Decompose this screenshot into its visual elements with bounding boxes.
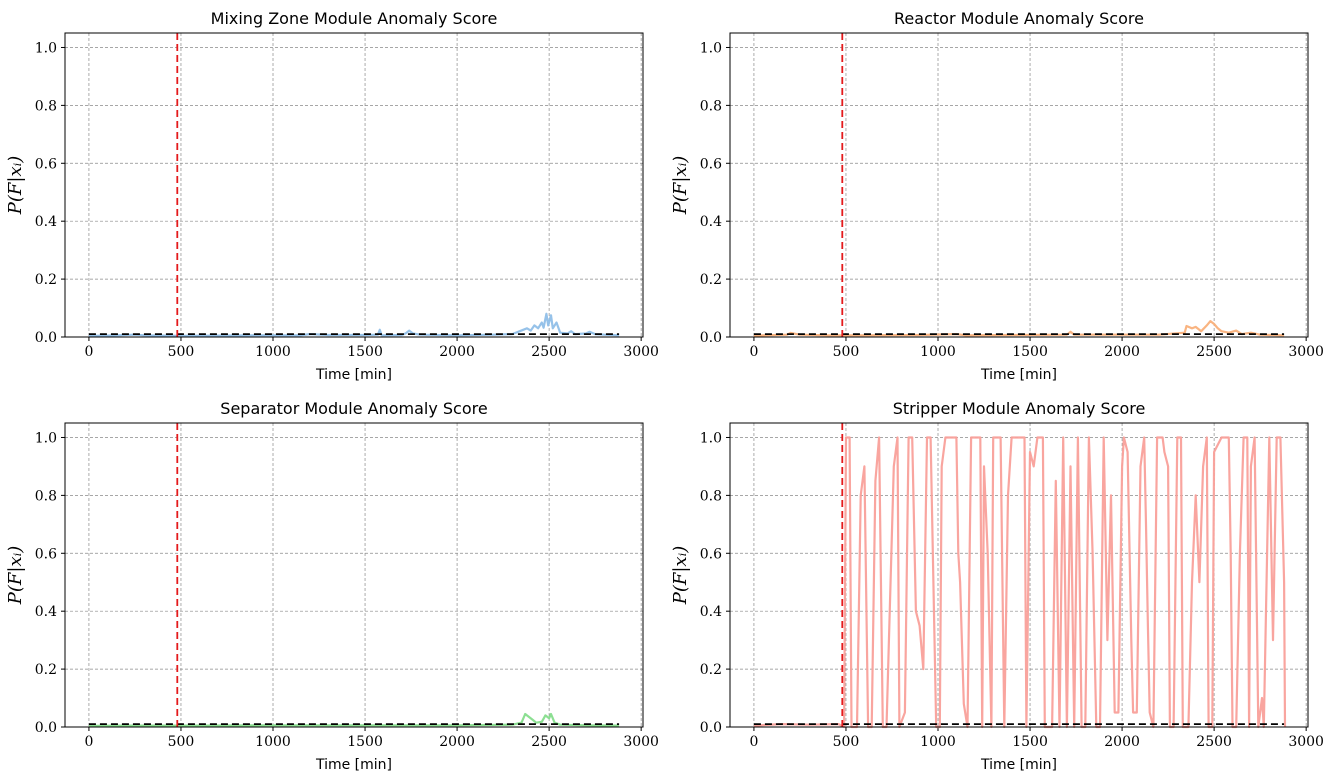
x-tick-label: 2500	[531, 734, 567, 750]
chart-title: Mixing Zone Module Anomaly Score	[211, 9, 498, 28]
y-tick-label: 1.0	[35, 430, 57, 446]
chart-title: Separator Module Anomaly Score	[220, 399, 487, 418]
x-tick-label: 2000	[1104, 734, 1140, 750]
y-axis-label: P(F|xᵢ)	[670, 546, 691, 605]
series-line	[88, 312, 620, 337]
x-tick-label: 1500	[347, 734, 383, 750]
y-tick-label: 0.6	[700, 156, 722, 172]
y-tick-label: 0.6	[700, 546, 722, 562]
axes-frame	[64, 422, 644, 728]
x-tick-label: 2500	[1196, 344, 1232, 360]
y-tick-label: 0.2	[700, 662, 722, 678]
x-tick-label: 3000	[1288, 344, 1324, 360]
chart-panel: 0 500 1000 1500 2000 2500 3000 0.0 0.2 0.4 0.6 0.8 1…	[670, 9, 1324, 383]
axes-frame	[64, 32, 644, 338]
y-tick-label: 0.4	[700, 604, 722, 620]
x-tick-label: 3000	[623, 734, 659, 750]
x-tick-label: 0	[84, 344, 93, 360]
y-tick-label: 0.2	[35, 662, 57, 678]
y-tick-label: 1.0	[700, 40, 722, 56]
x-tick-label: 0	[749, 344, 758, 360]
chart-title: Reactor Module Anomaly Score	[894, 9, 1144, 28]
x-tick-label: 3000	[623, 344, 659, 360]
y-tick-label: 0.0	[700, 720, 722, 736]
y-tick-label: 0.4	[35, 604, 57, 620]
x-tick-label: 2000	[439, 734, 475, 750]
x-axis-label: Time [min]	[315, 757, 392, 773]
x-tick-label: 1500	[1012, 734, 1048, 750]
y-tick-label: 0.8	[35, 98, 57, 114]
x-tick-label: 2000	[439, 344, 475, 360]
y-axis-label: P(F|xᵢ)	[670, 156, 691, 215]
y-axis-label: P(F|xᵢ)	[5, 546, 26, 605]
y-tick-label: 0.4	[700, 214, 722, 230]
x-tick-label: 500	[833, 734, 860, 750]
axes-frame	[729, 422, 1309, 728]
x-tick-label: 1500	[347, 344, 383, 360]
y-tick-label: 0.6	[35, 156, 57, 172]
x-tick-label: 2000	[1104, 344, 1140, 360]
x-axis-label: Time [min]	[315, 367, 392, 383]
series-line	[88, 712, 620, 727]
y-tick-label: 0.6	[35, 546, 57, 562]
x-tick-label: 1000	[255, 344, 291, 360]
x-tick-label: 1500	[1012, 344, 1048, 360]
y-tick-label: 0.2	[700, 272, 722, 288]
series-line	[753, 436, 1287, 729]
x-tick-label: 2500	[1196, 734, 1232, 750]
y-tick-label: 0.0	[700, 330, 722, 346]
x-tick-label: 1000	[920, 734, 956, 750]
x-tick-label: 1000	[920, 344, 956, 360]
y-tick-label: 1.0	[35, 40, 57, 56]
y-tick-label: 0.4	[35, 214, 57, 230]
x-tick-label: 0	[749, 734, 758, 750]
chart-panel: 0 500 1000 1500 2000 2500 3000 0.0 0.2 0.4 0.6 0.8 1…	[5, 399, 659, 773]
x-tick-label: 500	[168, 344, 195, 360]
series-line	[753, 320, 1285, 337]
axes-frame	[729, 32, 1309, 338]
y-tick-label: 1.0	[700, 430, 722, 446]
x-tick-label: 0	[84, 734, 93, 750]
y-tick-label: 0.2	[35, 272, 57, 288]
x-tick-label: 3000	[1288, 734, 1324, 750]
y-tick-label: 0.0	[35, 720, 57, 736]
y-axis-label: P(F|xᵢ)	[5, 156, 26, 215]
x-tick-label: 500	[833, 344, 860, 360]
y-tick-label: 0.8	[700, 488, 722, 504]
x-axis-label: Time [min]	[980, 367, 1057, 383]
y-tick-label: 0.8	[35, 488, 57, 504]
chart-title: Stripper Module Anomaly Score	[893, 399, 1146, 418]
chart-panel: 0 500 1000 1500 2000 2500 3000 0.0 0.2 0.4 0.6 0.8 1…	[5, 9, 659, 383]
chart-panel: 0 500 1000 1500 2000 2500 3000 0.0 0.2 0.4 0.6 0.8 1…	[670, 399, 1324, 773]
x-tick-label: 1000	[255, 734, 291, 750]
x-tick-label: 2500	[531, 344, 567, 360]
y-tick-label: 0.8	[700, 98, 722, 114]
y-tick-label: 0.0	[35, 330, 57, 346]
x-tick-label: 500	[168, 734, 195, 750]
x-axis-label: Time [min]	[980, 757, 1057, 773]
